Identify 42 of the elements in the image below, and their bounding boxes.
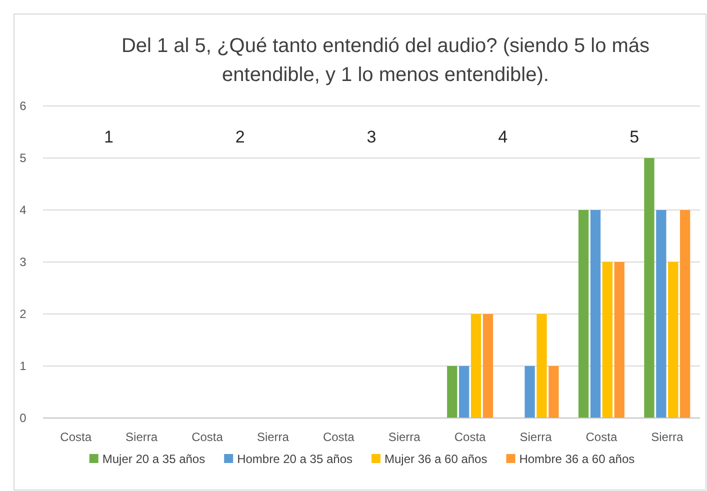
chart-title: Del 1 al 5, ¿Qué tanto entendió del audio? (siendo 5 lo más entendible, y 1 lo menos entendible). — [121, 35, 650, 86]
y-tick-label: 5 — [20, 151, 27, 165]
annotation: 2 — [235, 127, 245, 146]
y-tick-label: 3 — [20, 255, 27, 269]
x-tick-label: Costa — [192, 430, 224, 444]
bar — [590, 210, 601, 418]
bar — [668, 262, 678, 418]
bar — [680, 210, 690, 418]
bar — [470, 314, 482, 418]
y-tick-label: 2 — [20, 307, 27, 321]
x-tick-label: Sierra — [651, 430, 684, 444]
bar — [459, 366, 470, 418]
x-tick-label: Costa — [454, 430, 486, 444]
y-tick-label: 6 — [20, 99, 27, 113]
bar — [644, 158, 654, 418]
annotation: 1 — [104, 127, 114, 146]
legend-label: Mujer 20 a 35 años — [102, 452, 206, 466]
x-tick-label: Sierra — [126, 430, 158, 444]
bar — [482, 314, 494, 418]
bar — [548, 366, 559, 418]
legend-label: Hombre 36 a 60 años — [519, 452, 635, 466]
x-tick-label: Sierra — [256, 430, 290, 444]
bar — [578, 210, 589, 418]
x-tick-label: Sierra — [388, 430, 421, 444]
bar — [524, 366, 535, 418]
x-tick-label: Costa — [60, 430, 92, 444]
annotation: 3 — [366, 127, 376, 146]
bar — [614, 262, 624, 418]
y-tick-label: 0 — [20, 411, 27, 425]
x-tick-label: Costa — [586, 430, 618, 444]
bar — [602, 262, 612, 418]
annotation: 4 — [498, 127, 508, 146]
bar — [536, 314, 547, 418]
bar — [447, 366, 458, 418]
x-tick-label: Sierra — [520, 430, 552, 444]
bar — [656, 210, 666, 418]
y-tick-label: 1 — [20, 359, 27, 373]
legend-label: Mujer 36 a 60 años — [384, 452, 488, 466]
legend-label: Hombre 20 a 35 años — [237, 452, 352, 466]
y-tick-label: 4 — [20, 203, 27, 217]
annotation: 5 — [630, 127, 640, 146]
x-tick-label: Costa — [322, 430, 355, 444]
